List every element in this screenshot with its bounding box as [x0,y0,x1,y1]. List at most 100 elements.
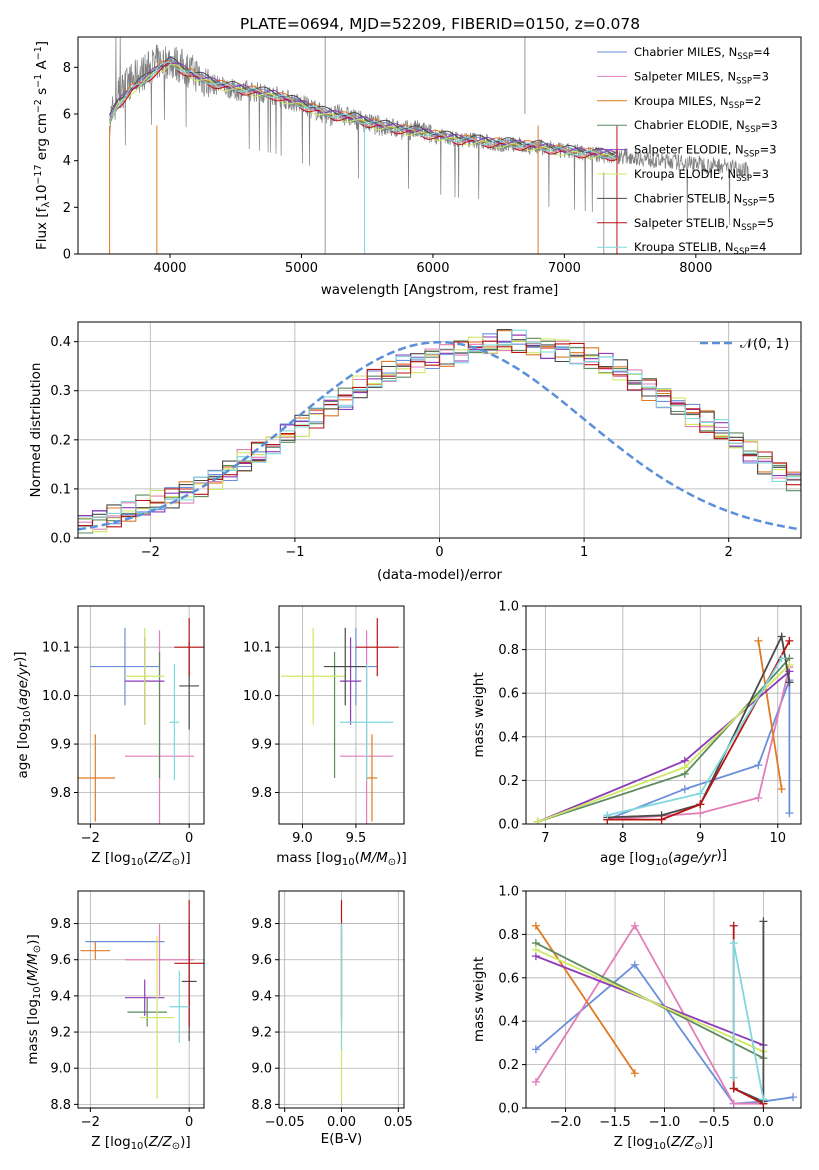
y-tick-label: 0 [63,248,71,263]
x-axis-label: age [log10(age/yr)] [600,847,727,868]
model-spectrum-line [109,61,618,159]
age-vs-mass-panel: 9.0 9.5 9.8 9.9 10.0 10.1 mass [log10(M/M⊙)] [243,605,407,868]
series-marker [754,793,763,802]
series-marker [729,1073,738,1082]
histogram-series [78,337,801,534]
y-tick-label: 0.4 [50,335,71,350]
x-tick-label: −0.05 [265,1115,305,1130]
y-tick-label: 9.2 [50,1026,71,1041]
y-axis-label: mass [log10(M/M⊙)] [25,934,43,1064]
y-tick-label: 0.0 [498,1102,519,1117]
y-tick-label: 9.4 [251,989,272,1004]
axes-frame [77,605,205,825]
legend-entry-8: Kroupa STELIB, NSSP=4 [634,240,766,257]
series-marker [729,939,738,948]
y-tick-label: 0.0 [50,532,71,547]
series-marker [696,809,705,818]
axes-frame [525,890,802,1109]
x-tick-label: −0.5 [698,1115,730,1130]
x-tick-label: 0 [435,545,443,560]
errorbar-area [78,618,204,824]
y-axis-label: age [log10(age/yr)] [12,651,33,778]
x-tick-label: 9 [696,831,704,846]
legend-entry-3: Chabrier ELODIE, NSSP=3 [634,118,778,135]
legend-entry-1: Salpeter MILES, NSSP=3 [634,69,769,86]
series-marker [777,654,786,663]
y-tick-label: 6 [63,108,71,123]
series-marker [777,785,786,794]
legend-entry-6: Chabrier STELIB, NSSP=5 [634,191,775,208]
legend-entry-5: Kroupa ELODIE, NSSP=3 [634,167,769,184]
series-marker [729,1084,738,1093]
x-tick-label: 9.0 [292,831,313,846]
x-tick-label: 5000 [285,261,318,276]
axes-frame [525,605,802,825]
y-tick-label: 0.0 [498,818,519,833]
y-tick-label: 9.6 [50,953,71,968]
histogram-series [78,330,801,522]
series-marker [657,815,666,824]
legend-entry-7: Salpeter STELIB, NSSP=5 [634,216,774,233]
errorbar-area [281,618,399,824]
series-marker [696,789,705,798]
series-marker [603,811,612,820]
series-marker [630,960,639,969]
x-axis-label: Z [log10(Z/Z⊙)] [91,850,190,868]
x-tick-label: 8000 [679,261,712,276]
x-tick-label: −1.5 [599,1115,631,1130]
series-area [531,917,798,1108]
series-marker [531,1077,540,1086]
series-marker [630,1069,639,1078]
mass-vs-metallicity-panel: −2 0 8.8 9.0 9.2 9.4 9.6 9.8 Z [log10(Z/Z⊙)] mass… [25,890,205,1152]
axes-frame [278,605,405,825]
y-tick-label: 9.9 [251,738,272,753]
x-axis-label: Z [log10(Z/Z⊙)] [91,1134,190,1152]
series-marker [785,636,794,645]
y-tick-label: 0.3 [50,384,71,399]
y-tick-label: 0.1 [50,482,71,497]
y-tick-label: 9.8 [50,917,71,932]
x-tick-label: −2.0 [550,1115,582,1130]
x-axis-label: wavelength [Angstrom, rest frame] [321,282,559,298]
y-tick-label: 0.6 [498,687,519,702]
histogram-series [78,340,801,528]
series-marker [531,945,540,954]
gaussian-curve [78,340,801,531]
y-tick-label: 4 [63,154,71,169]
model-spectrum-line [109,61,618,162]
series-marker [777,632,786,641]
y-tick-label: 9.4 [50,989,71,1004]
y-tick-label: 0.8 [498,928,519,943]
y-tick-label: 0.2 [498,1058,519,1073]
figure-title: PLATE=0694, MJD=52209, FIBERID=0150, z=0… [240,15,640,33]
y-tick-label: 9.9 [50,738,71,753]
x-tick-label: −2 [141,545,160,560]
series-marker [789,1093,798,1102]
series-marker [696,800,705,809]
series-marker [533,817,542,824]
x-axis-label: (data-model)/error [377,567,503,583]
legend-entry-2: Kroupa MILES, NSSP=2 [634,94,761,111]
x-axis-label: E(B-V) [321,1131,363,1147]
y-axis-label: Normed distribution [28,363,44,498]
x-tick-label: 7 [541,831,549,846]
errorbar-area [80,900,204,1099]
series-marker [531,921,540,930]
series-line [535,925,636,1074]
age-vs-metallicity-panel: −2 0 9.8 9.9 10.0 10.1 Z [log10(Z/Z⊙)] age [log… [12,605,205,868]
x-axis-label: Z [log10(Z/Z⊙)] [614,1134,713,1152]
y-tick-label: 9.0 [50,1062,71,1077]
legend-entry-4: Salpeter ELODIE, NSSP=3 [634,143,777,160]
y-tick-label: 2 [63,201,71,216]
y-tick-label: 9.8 [251,917,272,932]
series-area [533,632,794,824]
x-tick-label: 2 [725,545,733,560]
y-tick-label: 8 [63,61,71,76]
x-tick-label: −2 [81,831,100,846]
y-tick-label: 0.4 [498,730,519,745]
model-spectrum-line [109,64,618,161]
x-tick-label: 0.05 [384,1115,413,1130]
spectrum-panel: 4000 5000 6000 7000 8000 0 2 4 6 8 wavelength [Ang… [33,36,802,298]
y-tick-label: 10.0 [42,689,71,704]
y-axis-label: mass weight [471,672,487,757]
